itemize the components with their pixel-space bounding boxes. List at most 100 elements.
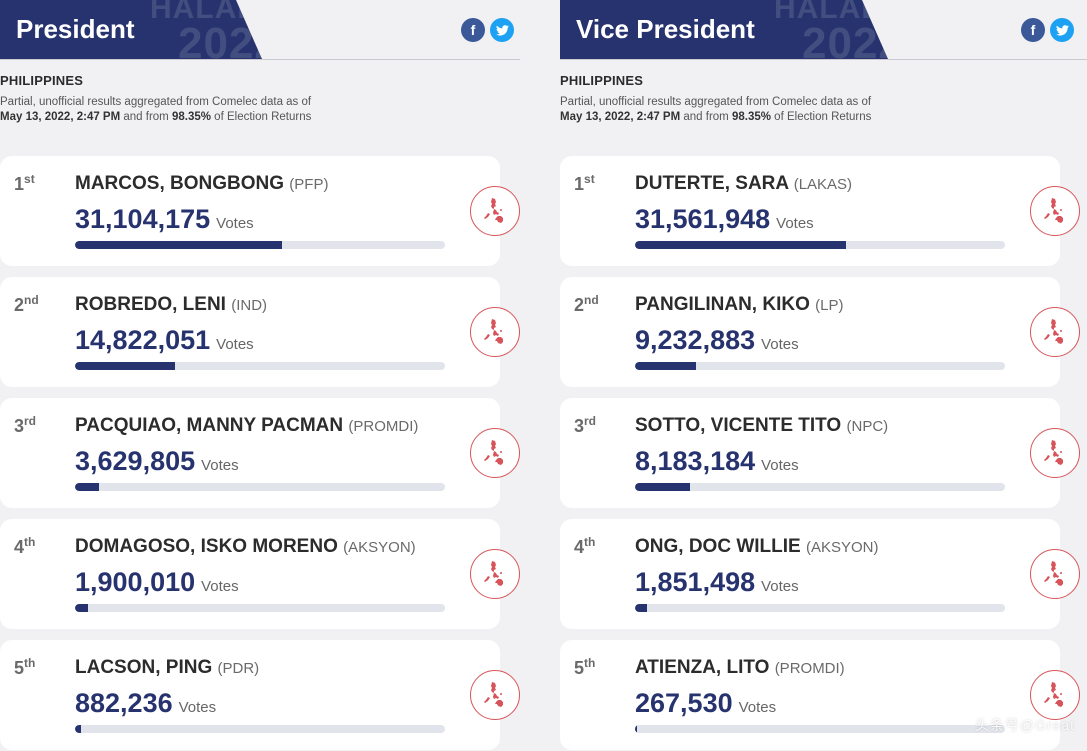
vote-share-bar	[635, 362, 1005, 370]
vote-count: 8,183,184	[635, 446, 756, 476]
philippines-map-icon[interactable]	[1030, 307, 1080, 357]
section-banner: HALALAN 2022 Vice President	[560, 0, 888, 59]
candidate-party: (NPC)	[846, 418, 889, 435]
vote-share-bar	[635, 604, 1005, 612]
source-credit: 头条号@Great	[974, 717, 1075, 733]
halalan-watermark: HALALAN 2022	[774, 0, 904, 68]
philippines-map-icon[interactable]	[1030, 670, 1080, 720]
candidate-party: (AKSYON)	[806, 539, 879, 556]
candidate-party: (LAKAS)	[793, 176, 853, 193]
candidate-rank: 1st	[574, 172, 595, 194]
votes-label: Votes	[216, 336, 254, 353]
philippines-map-icon[interactable]	[1030, 428, 1080, 478]
watermark-year: 2022	[802, 19, 904, 68]
candidate-rank: 5th	[574, 656, 596, 678]
facebook-icon[interactable]: f	[1021, 18, 1045, 42]
candidate-name: LACSON, PING (PDR)	[75, 657, 260, 678]
philippines-map-icon[interactable]	[470, 186, 520, 236]
candidate-card[interactable]: 3rd SOTTO, VICENTE TITO (NPC) 8,183,184 V…	[560, 398, 1080, 508]
candidate-name: DOMAGOSO, ISKO MORENO (AKSYON)	[75, 536, 416, 557]
candidate-rank: 4th	[14, 535, 36, 557]
philippines-map-icon[interactable]	[1030, 186, 1080, 236]
results-note: Partial, unofficial results aggregated f…	[0, 96, 312, 123]
candidate-rank: 1st	[14, 172, 35, 194]
section-title: Vice President	[576, 14, 755, 44]
vote-count: 3,629,805	[75, 446, 196, 476]
philippines-map-icon[interactable]	[470, 428, 520, 478]
country-label: PHILIPPINES	[560, 73, 644, 88]
vote-share-fill	[75, 725, 81, 733]
candidate-card[interactable]: 2nd PANGILINAN, KIKO (LP) 9,232,883 Votes	[560, 277, 1080, 387]
section-banner: HALALAN 2022 President	[0, 0, 262, 59]
candidate-card[interactable]: 4th DOMAGOSO, ISKO MORENO (AKSYON) 1,900…	[0, 519, 520, 629]
vote-share-fill	[635, 241, 846, 249]
candidate-rank: 2nd	[14, 293, 39, 315]
vote-count: 1,851,498	[635, 567, 756, 597]
votes-label: Votes	[761, 336, 799, 353]
candidate-rank: 4th	[574, 535, 596, 557]
vote-count: 31,561,948	[635, 204, 771, 234]
philippines-map-icon[interactable]	[470, 670, 520, 720]
votes-label: Votes	[738, 699, 777, 716]
vote-count: 31,104,175	[75, 204, 211, 234]
votes-label: Votes	[216, 215, 254, 232]
twitter-icon[interactable]	[490, 18, 514, 42]
vote-share-fill	[635, 362, 697, 370]
watermark-year: 2022	[178, 19, 280, 68]
candidate-name: SOTTO, VICENTE TITO (NPC)	[635, 415, 889, 436]
watermark-text: HALALAN	[150, 0, 302, 25]
country-label: PHILIPPINES	[0, 73, 84, 88]
vote-share-fill	[635, 483, 690, 491]
candidate-votes: 9,232,883 Votes	[635, 325, 799, 356]
candidate-name: ONG, DOC WILLIE (AKSYON)	[635, 536, 879, 557]
facebook-icon[interactable]: f	[461, 18, 485, 42]
vice-president-column: HALALAN 2022 Vice President f PHILIPPINE…	[560, 0, 1087, 751]
candidate-card[interactable]: 2nd ROBREDO, LENI (IND) 14,822,051 Votes	[0, 277, 520, 387]
vote-count: 882,236	[75, 688, 173, 718]
candidate-rank: 3rd	[14, 414, 37, 436]
candidate-card[interactable]: 1st DUTERTE, SARA (LAKAS) 31,561,948 Vote…	[560, 156, 1080, 266]
vote-share-fill	[75, 604, 88, 612]
candidate-party: (LP)	[815, 297, 844, 314]
votes-label: Votes	[201, 578, 239, 595]
candidate-card[interactable]: 5th LACSON, PING (PDR) 882,236 Votes	[0, 640, 520, 750]
votes-label: Votes	[761, 578, 799, 595]
share-buttons: f	[1021, 18, 1074, 42]
vote-share-fill	[635, 604, 648, 612]
vote-share-bar	[75, 604, 445, 612]
candidate-name: ATIENZA, LITO (PROMDI)	[635, 657, 845, 678]
candidate-card[interactable]: 3rd PACQUIAO, MANNY PACMAN (PROMDI) 3,62…	[0, 398, 520, 508]
candidate-votes: 8,183,184 Votes	[635, 446, 799, 477]
votes-label: Votes	[178, 699, 217, 716]
candidate-votes: 1,900,010 Votes	[75, 567, 239, 598]
section-header: HALALAN 2022 President f	[0, 0, 520, 60]
candidate-votes: 882,236 Votes	[75, 688, 216, 719]
candidate-party: (PDR)	[217, 660, 260, 677]
philippines-map-icon[interactable]	[470, 549, 520, 599]
halalan-watermark: HALALAN 2022	[150, 0, 302, 68]
vote-share-fill	[75, 241, 283, 249]
votes-label: Votes	[761, 457, 799, 474]
candidate-card[interactable]: 4th ONG, DOC WILLIE (AKSYON) 1,851,498 Vo…	[560, 519, 1080, 629]
candidate-votes: 31,104,175 Votes	[75, 204, 254, 235]
vote-count: 267,530	[635, 688, 733, 718]
vote-count: 1,900,010	[75, 567, 196, 597]
candidate-name: DUTERTE, SARA (LAKAS)	[635, 173, 853, 194]
candidate-card[interactable]: 5th ATIENZA, LITO (PROMDI) 267,530 Votes	[560, 640, 1080, 750]
share-buttons: f	[461, 18, 514, 42]
candidate-rank: 2nd	[574, 293, 599, 315]
candidate-name: PACQUIAO, MANNY PACMAN (PROMDI)	[75, 415, 419, 436]
philippines-map-icon[interactable]	[470, 307, 520, 357]
vote-share-bar	[75, 241, 445, 249]
vote-count: 14,822,051	[75, 325, 211, 355]
president-column: HALALAN 2022 President f PHILIPPINES Par…	[0, 0, 520, 751]
vote-share-bar	[635, 483, 1005, 491]
twitter-icon[interactable]	[1050, 18, 1074, 42]
section-title: President	[16, 14, 135, 44]
candidate-card[interactable]: 1st MARCOS, BONGBONG (PFP) 31,104,175 Vot…	[0, 156, 520, 266]
votes-label: Votes	[776, 215, 814, 232]
vote-share-bar	[75, 362, 445, 370]
philippines-map-icon[interactable]	[1030, 549, 1080, 599]
vote-share-fill	[75, 362, 175, 370]
candidate-rank: 3rd	[574, 414, 597, 436]
